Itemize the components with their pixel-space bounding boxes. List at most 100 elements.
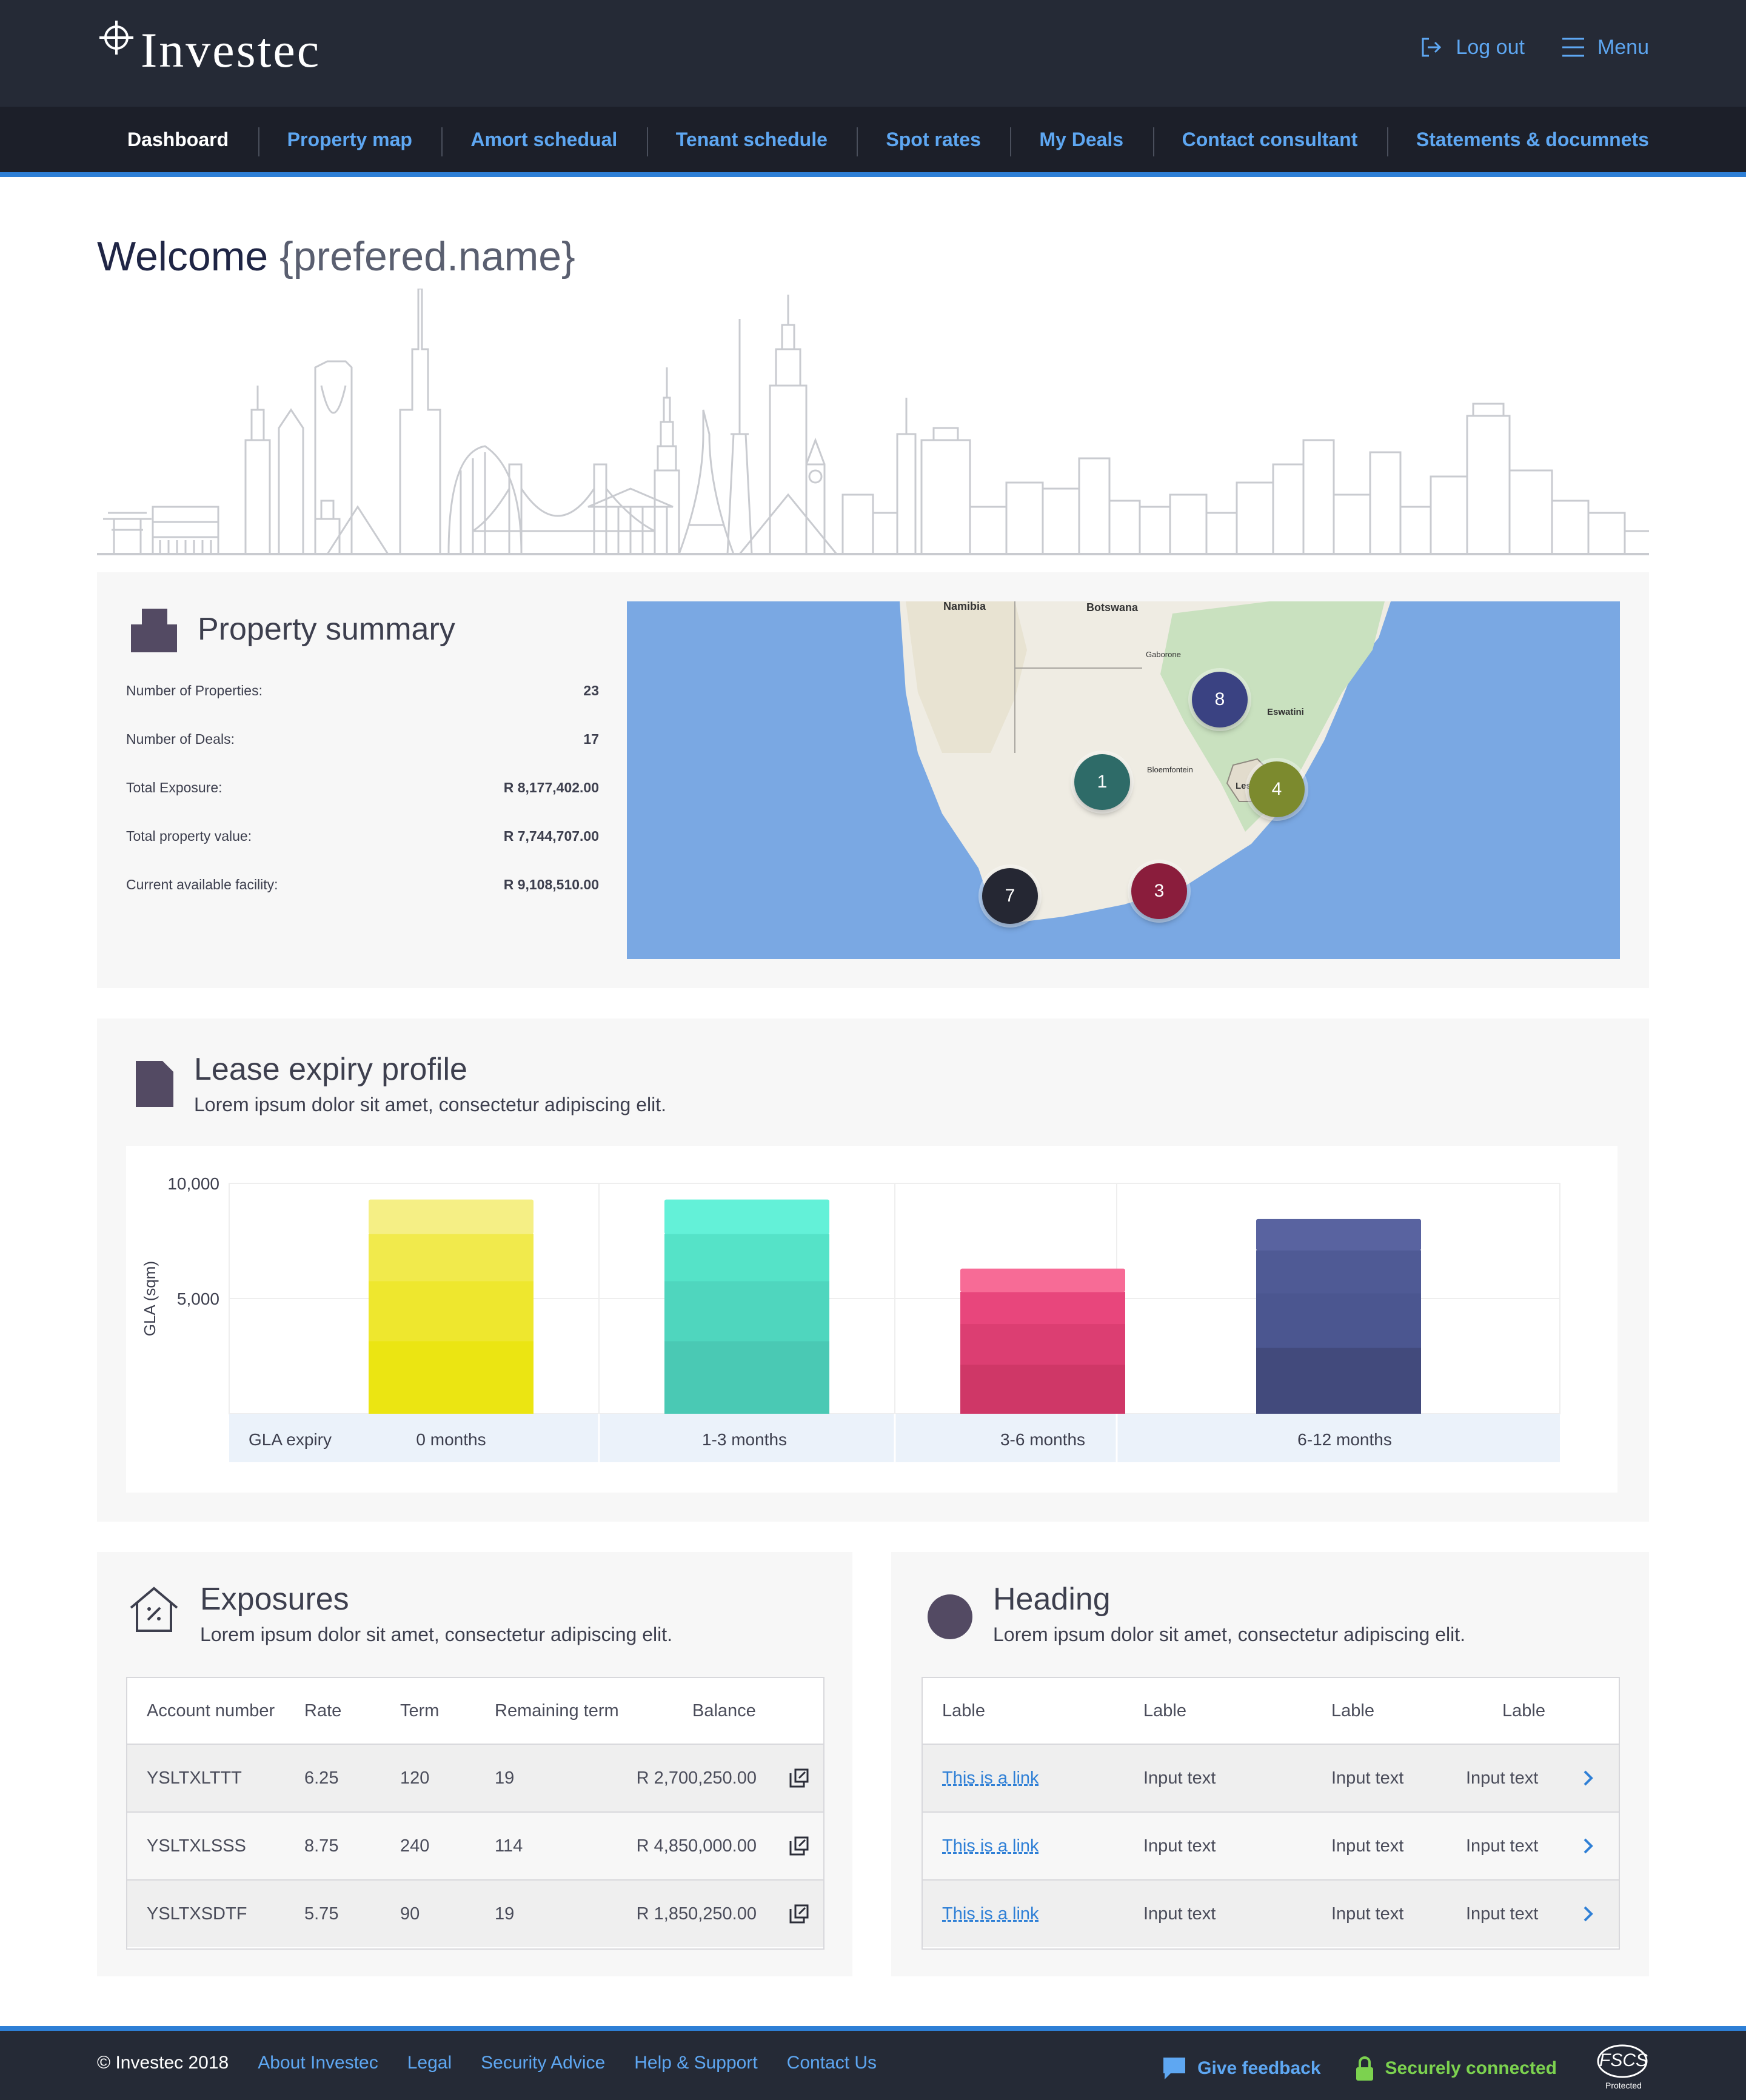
- summary-row: Total Exposure: R 8,177,402.00: [126, 780, 599, 828]
- map-marker[interactable]: 7: [982, 868, 1038, 924]
- nav-item-my-deals[interactable]: My Deals: [1010, 127, 1152, 156]
- map-label-namibia: Namibia: [943, 601, 986, 612]
- table-row[interactable]: YSLTXLSSS 8.75 240 114 R 4,850,000.00: [127, 1811, 823, 1879]
- footer-link-about[interactable]: About Investec: [258, 2053, 378, 2073]
- padlock-icon: [1356, 2056, 1373, 2081]
- map-marker[interactable]: 4: [1249, 761, 1305, 817]
- rate: 6.25: [304, 1768, 339, 1788]
- hamburger-icon: [1562, 38, 1584, 57]
- chat-bubble-icon: [1163, 2058, 1186, 2079]
- bar-segment: [664, 1340, 829, 1414]
- logout-icon: [1422, 38, 1442, 57]
- table-row[interactable]: This is a link Input text Input text Inp…: [923, 1744, 1619, 1811]
- table-row[interactable]: YSLTXSDTF 5.75 90 19 R 1,850,250.00: [127, 1879, 823, 1947]
- input-text: Input text: [1331, 1836, 1404, 1856]
- column-header: Lable: [942, 1700, 985, 1720]
- footer-link-contact-us[interactable]: Contact Us: [786, 2053, 877, 2073]
- investec-crosshair-icon: [99, 21, 133, 55]
- bar-segment: [1256, 1292, 1421, 1348]
- nav-item-statements[interactable]: Statements & documnets: [1386, 127, 1649, 156]
- map-marker[interactable]: 8: [1192, 672, 1248, 727]
- exposures-table: Account number Rate Term Remaining term …: [126, 1677, 824, 1950]
- nav-item-spot-rates[interactable]: Spot rates: [857, 127, 1009, 156]
- column-header: Remaining term: [495, 1700, 619, 1720]
- summary-label: Current available facility:: [126, 877, 278, 892]
- chevron-right-icon[interactable]: [1582, 1837, 1594, 1855]
- nav-item-contact-consultant[interactable]: Contact consultant: [1152, 127, 1387, 156]
- welcome-name: {prefered.name}: [279, 233, 575, 279]
- investec-logo[interactable]: Investec: [97, 18, 321, 75]
- summary-value: R 8,177,402.00: [503, 780, 599, 795]
- footer-link-legal[interactable]: Legal: [407, 2053, 452, 2073]
- balance: R 1,850,250.00: [636, 1904, 757, 1924]
- map-marker[interactable]: 1: [1074, 754, 1130, 810]
- bar-segment: [1256, 1250, 1421, 1294]
- marker-label: 1: [1097, 772, 1108, 792]
- input-text: Input text: [1331, 1904, 1404, 1924]
- fscs-sub: Protected: [1605, 2081, 1642, 2090]
- top-header: Investec Log out Menu: [0, 0, 1746, 107]
- bar-segment: [1256, 1347, 1421, 1414]
- x-tick-label: 0 months: [416, 1430, 486, 1449]
- row-link[interactable]: This is a link: [942, 1768, 1039, 1788]
- column-header: Lable: [1502, 1700, 1545, 1720]
- chevron-right-icon[interactable]: [1582, 1905, 1594, 1923]
- marker-label: 7: [1005, 886, 1015, 906]
- map-marker[interactable]: 3: [1131, 863, 1187, 919]
- heading-table: Lable Lable Lable Lable This is a link I…: [921, 1677, 1620, 1950]
- nav-item-amort-schedule[interactable]: Amort schedual: [441, 127, 646, 156]
- lease-title: Lease expiry profile: [194, 1052, 467, 1087]
- chevron-right-icon[interactable]: [1582, 1769, 1594, 1787]
- input-text: Input text: [1466, 1836, 1539, 1856]
- bar-segment: [369, 1234, 534, 1282]
- fscs-label: FSCS: [1599, 2050, 1648, 2070]
- column-header: Lable: [1143, 1700, 1186, 1720]
- exposures-subtitle: Lorem ipsum dolor sit amet, consectetur …: [200, 1623, 673, 1645]
- table-header-row: Lable Lable Lable Lable: [923, 1678, 1619, 1744]
- page-title: Welcome {prefered.name}: [97, 233, 575, 280]
- nav-item-dashboard[interactable]: Dashboard: [127, 128, 229, 150]
- circle-icon: [928, 1594, 972, 1639]
- property-map[interactable]: Namibia Botswana Gaborone Bloemfontein L…: [627, 601, 1620, 959]
- map-label-bloemfontein: Bloemfontein: [1147, 765, 1193, 774]
- row-link[interactable]: This is a link: [942, 1904, 1039, 1924]
- external-link-icon[interactable]: [788, 1903, 810, 1925]
- summary-label: Number of Deals:: [126, 731, 235, 747]
- external-link-icon[interactable]: [788, 1767, 810, 1789]
- exposures-title: Exposures: [200, 1582, 349, 1617]
- x-tick-label: 3-6 months: [1000, 1430, 1085, 1449]
- building-icon: [131, 609, 177, 652]
- table-header-row: Account number Rate Term Remaining term …: [127, 1678, 823, 1744]
- bar-segment: [664, 1234, 829, 1282]
- secure-connection-label: Securely connected: [1385, 2058, 1557, 2078]
- logout-button[interactable]: Log out: [1419, 35, 1525, 59]
- lease-chart: 10,000 5,000 GLA (sqm) GLA expiry 0 months 1-…: [126, 1146, 1617, 1493]
- term: 120: [400, 1768, 430, 1788]
- summary-row: Total property value: R 7,744,707.00: [126, 828, 599, 877]
- document-icon: [136, 1061, 173, 1107]
- give-feedback-button[interactable]: Give feedback: [1162, 2056, 1321, 2081]
- external-link-icon[interactable]: [788, 1835, 810, 1857]
- bar-segment: [369, 1280, 534, 1342]
- footer-link-help-support[interactable]: Help & Support: [634, 2053, 758, 2073]
- table-row[interactable]: YSLTXLTTT 6.25 120 19 R 2,700,250.00: [127, 1744, 823, 1811]
- bar-segment: [960, 1268, 1125, 1292]
- nav-item-tenant-schedule[interactable]: Tenant schedule: [646, 127, 857, 156]
- table-row[interactable]: This is a link Input text Input text Inp…: [923, 1879, 1619, 1947]
- menu-button[interactable]: Menu: [1561, 35, 1649, 59]
- account-number: YSLTXLTTT: [147, 1768, 242, 1788]
- y-tick-label: 5,000: [177, 1289, 219, 1308]
- input-text: Input text: [1466, 1904, 1539, 1924]
- row-link[interactable]: This is a link: [942, 1836, 1039, 1856]
- footer-link-security-advice[interactable]: Security Advice: [481, 2053, 606, 2073]
- remaining-term: 19: [495, 1904, 515, 1924]
- exposures-panel: Exposures Lorem ipsum dolor sit amet, co…: [97, 1552, 852, 1976]
- input-text: Input text: [1331, 1768, 1404, 1788]
- footer: © Investec 2018 About Investec Legal Sec…: [0, 2026, 1746, 2100]
- table-row[interactable]: This is a link Input text Input text Inp…: [923, 1811, 1619, 1879]
- house-percent-icon: [130, 1587, 178, 1632]
- nav-item-property-map[interactable]: Property map: [258, 127, 441, 156]
- summary-label: Total Exposure:: [126, 780, 222, 795]
- column-header: Lable: [1331, 1700, 1374, 1720]
- heading-subtitle: Lorem ipsum dolor sit amet, consectetur …: [993, 1623, 1466, 1645]
